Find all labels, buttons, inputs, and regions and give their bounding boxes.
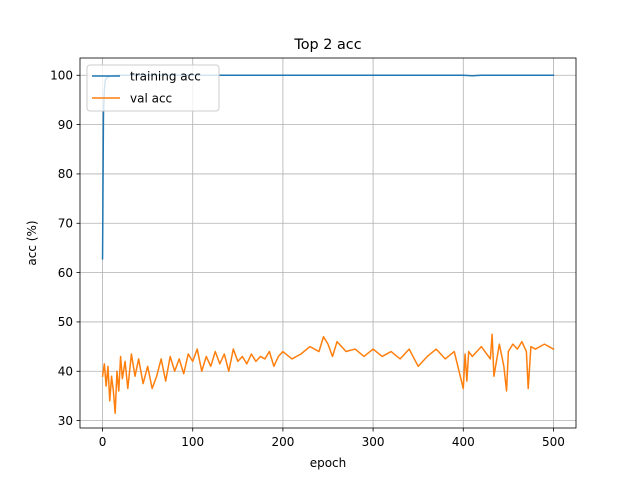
plot-area <box>80 58 576 428</box>
y-axis-label: acc (%) <box>25 220 39 265</box>
x-axis-label: epoch <box>310 456 347 470</box>
x-tick-label: 200 <box>271 435 294 449</box>
axes-frame <box>79 57 577 429</box>
legend: training acc val acc <box>86 64 220 112</box>
x-tick-label: 400 <box>452 435 475 449</box>
y-tick-label: 70 <box>58 217 73 231</box>
axis-ticks: 0 100 200 300 400 500 30 40 50 60 70 80 90 100 <box>50 69 565 449</box>
y-tick-label: 90 <box>58 118 73 132</box>
series-line-val-acc <box>101 333 555 414</box>
x-tick-label: 0 <box>99 435 107 449</box>
legend-label-val: val acc <box>130 92 172 106</box>
legend-label-training: training acc <box>130 70 201 84</box>
y-tick-label: 100 <box>50 69 73 83</box>
x-tick-label: 300 <box>362 435 385 449</box>
x-tick-label: 500 <box>542 435 565 449</box>
y-tick-label: 40 <box>58 365 73 379</box>
y-tick-label: 60 <box>58 266 73 280</box>
y-tick-label: 50 <box>58 315 73 329</box>
y-tick-label: 30 <box>58 414 73 428</box>
y-tick-label: 80 <box>58 167 73 181</box>
x-tick-label: 100 <box>181 435 204 449</box>
chart-title: Top 2 acc <box>293 37 361 53</box>
